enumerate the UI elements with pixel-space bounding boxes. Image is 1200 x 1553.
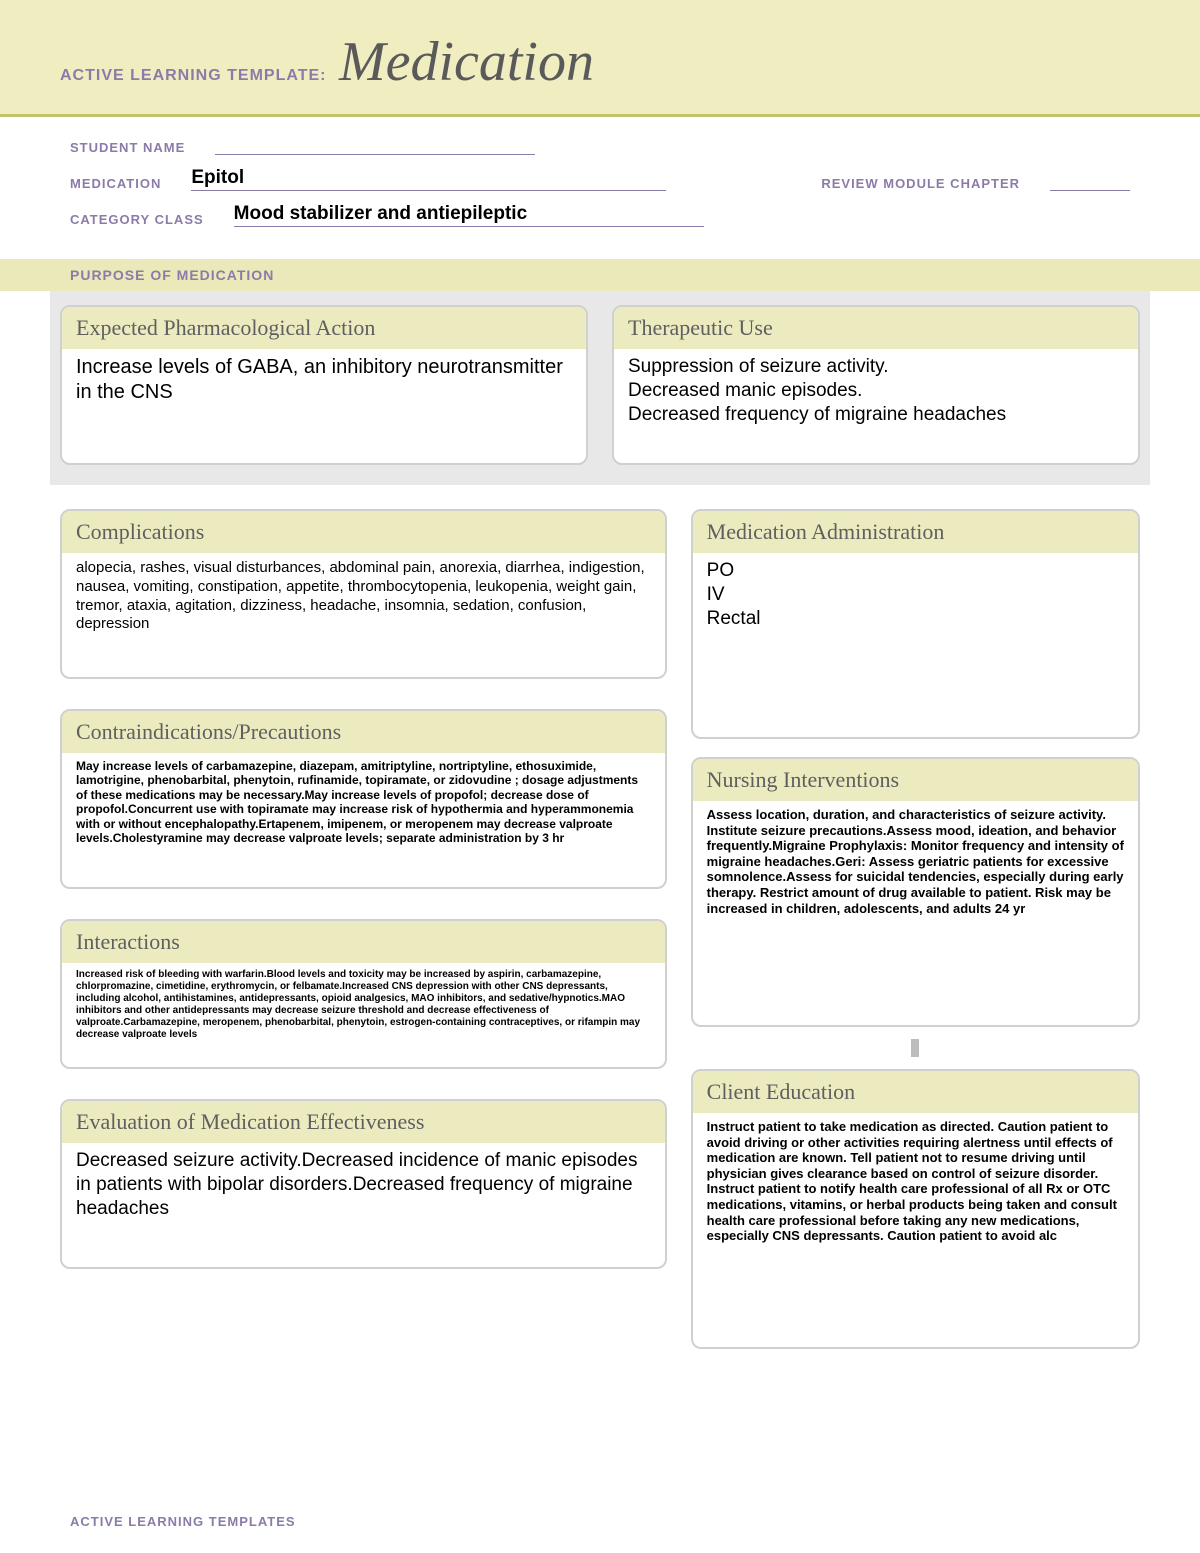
left-column: Complications alopecia, rashes, visual d… — [60, 509, 667, 1349]
card-header: Contraindications/Precautions — [62, 711, 665, 753]
card-body: Increase levels of GABA, an inhibitory n… — [62, 349, 586, 463]
card-medication-administration: Medication Administration PO IV Rectal — [691, 509, 1140, 739]
card-body: PO IV Rectal — [693, 553, 1138, 737]
card-body: Suppression of seizure activity. Decreas… — [614, 349, 1138, 463]
medication-value[interactable]: Epitol — [191, 167, 666, 191]
card-body: Instruct patient to take medication as d… — [693, 1113, 1138, 1347]
card-body: May increase levels of carbamazepine, di… — [62, 753, 665, 887]
card-header: Therapeutic Use — [614, 307, 1138, 349]
card-pharmacological-action: Expected Pharmacological Action Increase… — [60, 305, 588, 465]
meta-section: STUDENT NAME MEDICATION Epitol REVIEW MO… — [0, 117, 1200, 249]
footer-label: ACTIVE LEARNING TEMPLATES — [70, 1514, 296, 1529]
student-name-label: STUDENT NAME — [70, 140, 185, 155]
card-interactions: Interactions Increased risk of bleeding … — [60, 919, 667, 1069]
purpose-band: PURPOSE OF MEDICATION — [0, 259, 1200, 291]
card-body: Increased risk of bleeding with warfarin… — [62, 963, 665, 1067]
card-nursing-interventions: Nursing Interventions Assess location, d… — [691, 757, 1140, 1027]
card-evaluation: Evaluation of Medication Effectiveness D… — [60, 1099, 667, 1269]
template-label: ACTIVE LEARNING TEMPLATE: — [60, 67, 326, 84]
category-class-value[interactable]: Mood stabilizer and antiepileptic — [234, 203, 704, 227]
card-client-education: Client Education Instruct patient to tak… — [691, 1069, 1140, 1349]
card-contraindications: Contraindications/Precautions May increa… — [60, 709, 667, 889]
card-header: Expected Pharmacological Action — [62, 307, 586, 349]
review-module-label: REVIEW MODULE CHAPTER — [821, 176, 1020, 191]
card-header: Medication Administration — [693, 511, 1138, 553]
card-body: Decreased seizure activity.Decreased inc… — [62, 1143, 665, 1267]
connector-line — [911, 1039, 919, 1057]
purpose-row: Expected Pharmacological Action Increase… — [50, 291, 1150, 485]
lower-columns: Complications alopecia, rashes, visual d… — [60, 509, 1140, 1349]
card-body: Assess location, duration, and character… — [693, 801, 1138, 1025]
card-header: Nursing Interventions — [693, 759, 1138, 801]
card-therapeutic-use: Therapeutic Use Suppression of seizure a… — [612, 305, 1140, 465]
review-module-blank[interactable] — [1050, 173, 1130, 191]
card-header: Complications — [62, 511, 665, 553]
main-grid: Expected Pharmacological Action Increase… — [0, 291, 1200, 1369]
header-band: ACTIVE LEARNING TEMPLATE: Medication — [0, 0, 1200, 117]
category-class-label: CATEGORY CLASS — [70, 212, 204, 227]
template-title: Medication — [339, 31, 594, 93]
card-header: Interactions — [62, 921, 665, 963]
medication-label: MEDICATION — [70, 176, 161, 191]
right-column: Medication Administration PO IV Rectal N… — [691, 509, 1140, 1349]
card-body: alopecia, rashes, visual disturbances, a… — [62, 553, 665, 677]
card-header: Client Education — [693, 1071, 1138, 1113]
card-complications: Complications alopecia, rashes, visual d… — [60, 509, 667, 679]
card-header: Evaluation of Medication Effectiveness — [62, 1101, 665, 1143]
student-name-blank[interactable] — [215, 137, 535, 155]
